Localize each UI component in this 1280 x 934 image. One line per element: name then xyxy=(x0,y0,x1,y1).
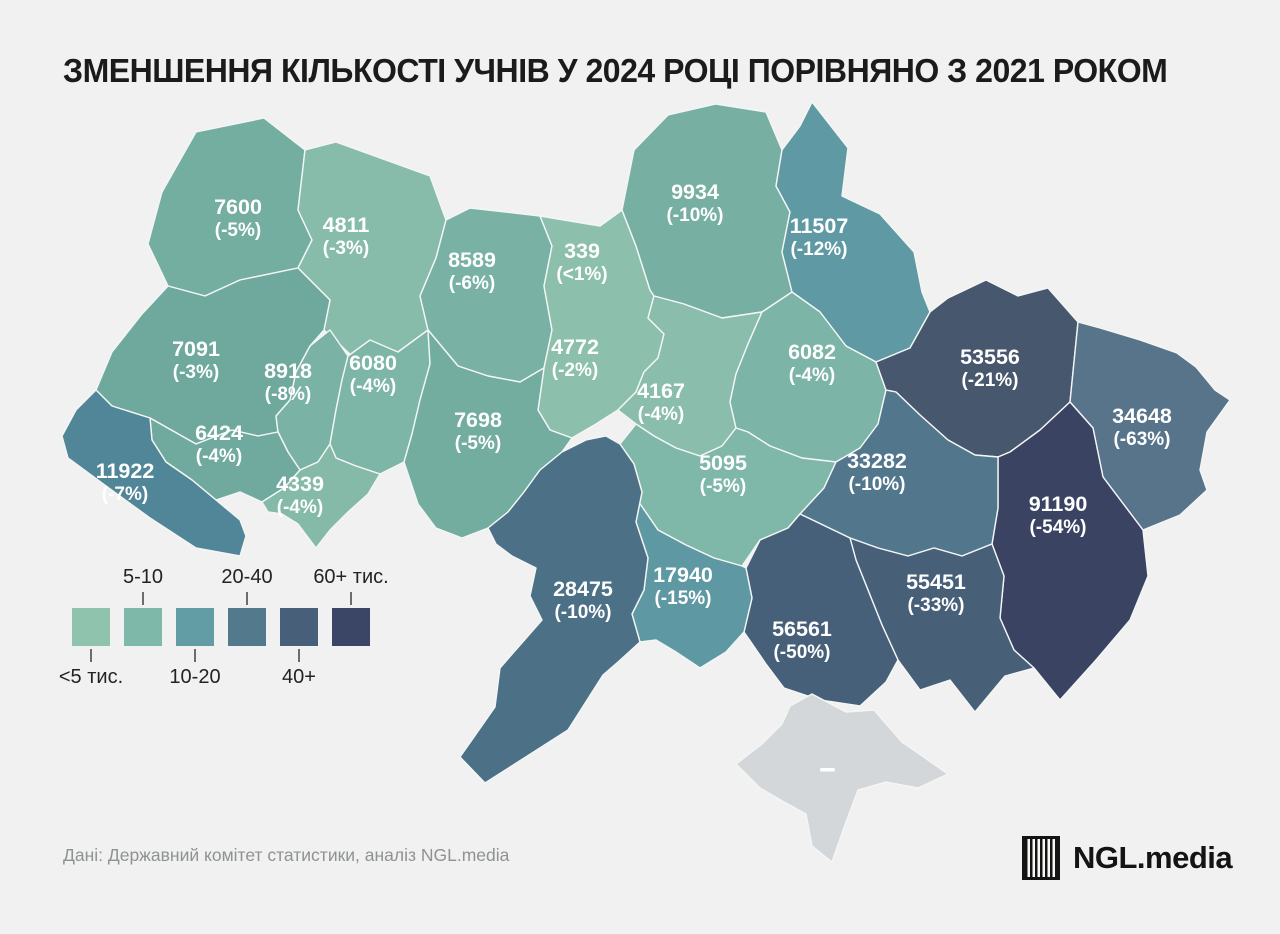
region-label-odesa: 28475 (-10%) xyxy=(553,577,613,623)
legend-swatch-5 xyxy=(280,608,318,646)
region-chernivtsi xyxy=(261,443,381,549)
region-label-donetsk: 91190 (-54%) xyxy=(1029,492,1088,538)
legend-label: <5 тис. xyxy=(58,666,124,688)
region-label-volyn: 7600 (-5%) xyxy=(214,195,262,241)
no-data-dash xyxy=(820,768,835,772)
legend-item-6: 60+ тис. xyxy=(313,566,389,706)
legend-swatch-4 xyxy=(228,608,266,646)
region-label-ivano-frankivsk: 6424 (-4%) xyxy=(195,421,243,467)
legend-tick xyxy=(298,649,300,662)
region-label-vinnytsia: 7698 (-5%) xyxy=(454,408,502,454)
legend: <5 тис. 5-10 10-20 20-40 40+ 60+ тис. xyxy=(59,566,452,706)
legend-item-1: <5 тис. xyxy=(59,566,123,706)
legend-tick xyxy=(142,592,144,605)
region-label-lviv: 7091 (-3%) xyxy=(172,337,220,383)
legend-label: 20-40 xyxy=(221,566,273,588)
legend-swatch-3 xyxy=(176,608,214,646)
legend-item-5: 40+ xyxy=(280,566,318,706)
page-title: ЗМЕНШЕННЯ КІЛЬКОСТІ УЧНІВ У 2024 РОЦІ ПО… xyxy=(63,52,1168,89)
region-odesa xyxy=(459,435,649,784)
region-label-kherson: 56561 (-50%) xyxy=(772,617,832,663)
map-regions xyxy=(61,101,1231,863)
legend-tick xyxy=(246,592,248,605)
region-zakarpattia xyxy=(61,389,247,557)
region-label-zaporizhzhia: 55451 (-33%) xyxy=(906,570,966,616)
region-crimea xyxy=(735,693,949,863)
ngl-media-logo-icon xyxy=(1022,836,1060,880)
legend-label: 5-10 xyxy=(122,566,164,588)
legend-item-4: 20-40 xyxy=(221,566,273,706)
region-label-kyiv-oblast: 4772 (-2%) xyxy=(551,335,599,381)
legend-tick xyxy=(350,592,352,605)
region-label-luhansk: 34648 (-63%) xyxy=(1112,404,1172,450)
legend-label: 60+ тис. xyxy=(313,566,389,588)
legend-label: 40+ xyxy=(282,666,316,688)
region-label-chernivtsi: 4339 (-4%) xyxy=(276,472,324,518)
region-label-ternopil: 8918 (-8%) xyxy=(264,359,312,405)
region-label-mykolaiv: 17940 (-15%) xyxy=(653,563,713,609)
legend-swatch-1 xyxy=(72,608,110,646)
legend-label: 10-20 xyxy=(169,666,221,688)
region-label-cherkasy: 4167 (-4%) xyxy=(637,379,685,425)
map-labels: 7600 (-5%) 4811 (-3%) 8589 (-6%) 339 (<1%) 4772(… xyxy=(96,180,1172,772)
legend-swatch-2 xyxy=(124,608,162,646)
brand: NGL.media xyxy=(1022,836,1233,880)
region-label-kharkiv: 53556 (-21%) xyxy=(960,345,1020,391)
brand-name: NGL.media xyxy=(1073,840,1233,875)
legend-item-2: 5-10 xyxy=(123,566,163,706)
legend-tick xyxy=(194,649,196,662)
region-label-zhytomyr: 8589 (-6%) xyxy=(448,248,496,294)
region-label-rivne: 4811 (-3%) xyxy=(323,213,370,259)
legend-item-3: 10-20 xyxy=(169,566,221,706)
legend-swatch-6 xyxy=(332,608,370,646)
region-label-sumy: 11507 (-12%) xyxy=(790,214,849,260)
region-label-kyiv-city: 339 (<1%) xyxy=(556,239,607,285)
region-label-poltava: 6082 (-4%) xyxy=(788,340,836,386)
region-label-zakarpattia: 11922 (-7%) xyxy=(96,459,155,505)
region-label-khmelnytskyi: 6080 (-4%) xyxy=(349,351,397,397)
region-label-kirovohrad: 5095 (-5%) xyxy=(699,451,747,497)
region-label-chernihiv: 9934 (-10%) xyxy=(666,180,723,226)
source-note: Дані: Державний комітет статистики, анал… xyxy=(63,845,510,865)
legend-tick xyxy=(90,649,92,662)
region-label-dnipropetrovsk: 33282 (-10%) xyxy=(847,449,907,495)
